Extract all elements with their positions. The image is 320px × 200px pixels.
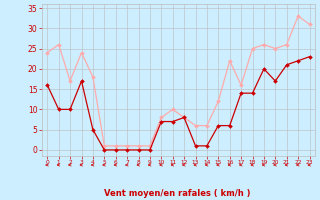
Text: Vent moyen/en rafales ( km/h ): Vent moyen/en rafales ( km/h )	[104, 189, 251, 198]
